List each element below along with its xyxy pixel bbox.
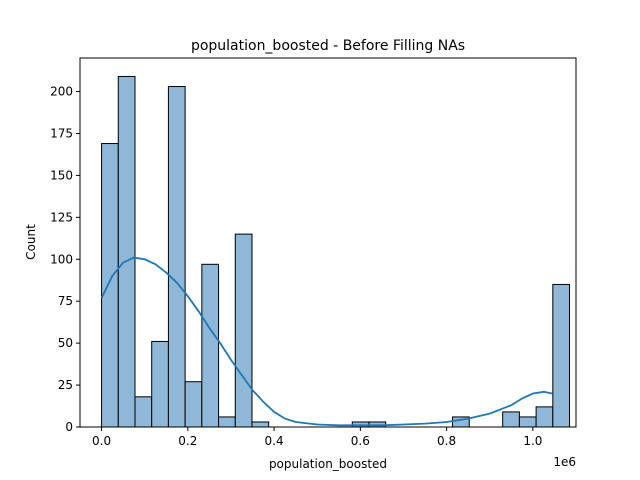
y-tick-label: 200 — [50, 85, 73, 99]
histogram-bar — [117, 75, 136, 428]
histogram-bar — [535, 406, 554, 428]
x-tick-label: 0.8 — [437, 434, 456, 448]
x-tick-label: 0.4 — [265, 434, 284, 448]
x-tick-label: 0.6 — [351, 434, 370, 448]
y-tick-label: 0 — [65, 420, 73, 434]
y-tick-label: 75 — [58, 294, 73, 308]
x-tick-label: 1.0 — [523, 434, 542, 448]
x-axis-label: population_boosted — [269, 457, 387, 471]
histogram-bar — [502, 411, 520, 428]
histogram-bar — [234, 233, 253, 428]
histogram-bar — [101, 143, 119, 428]
histogram-bar — [184, 381, 203, 428]
histogram-bar — [134, 396, 153, 428]
histogram-bar — [201, 263, 220, 428]
histogram-bar — [518, 416, 537, 428]
histogram-bars — [101, 75, 571, 428]
histogram-bar — [552, 283, 571, 428]
histogram-bar — [218, 416, 236, 428]
y-tick-label: 100 — [50, 252, 73, 266]
chart-title: population_boosted - Before Filling NAs — [191, 38, 465, 54]
histogram-bar — [251, 421, 270, 428]
x-axis-offset-label: 1e6 — [553, 455, 576, 469]
kde-curve — [100, 256, 553, 427]
histogram-bar — [151, 340, 169, 428]
y-tick-label: 150 — [50, 168, 73, 182]
y-axis-ticks: 0 25 50 75 100 125 150 175 200 — [50, 85, 80, 434]
histogram-bar — [167, 86, 186, 428]
x-axis-ticks: 0.0 0.2 0.4 0.6 0.8 1.0 — [92, 427, 542, 448]
x-tick-label: 0.2 — [178, 434, 197, 448]
plot-area-frame — [79, 57, 577, 428]
x-tick-label: 0.0 — [92, 434, 111, 448]
y-tick-label: 175 — [50, 126, 73, 140]
y-tick-label: 50 — [58, 336, 73, 350]
y-tick-label: 125 — [50, 210, 73, 224]
y-axis-label: Count — [24, 224, 38, 260]
y-tick-label: 25 — [58, 378, 73, 392]
